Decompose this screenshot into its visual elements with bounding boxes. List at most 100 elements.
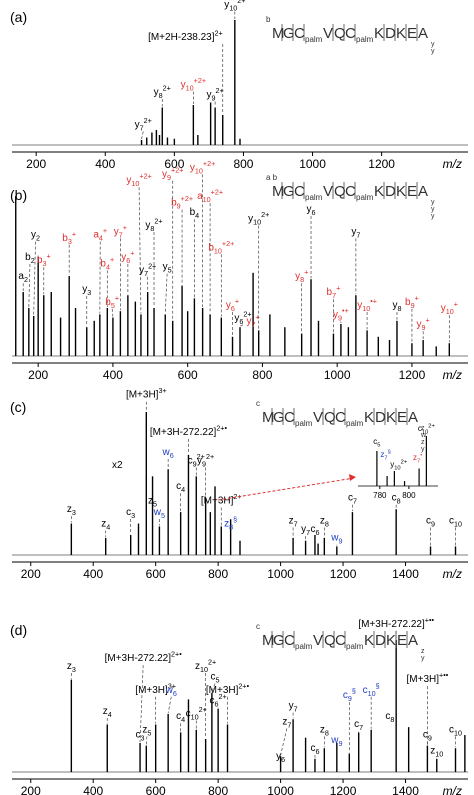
peak-label-text: z [67,504,72,515]
inset-arrow [218,477,355,501]
inset-label-sub: 7 [417,458,420,464]
peak-label-sub: 5 [111,301,115,310]
peak-label-sub: 8 [300,275,304,284]
peak-label-sup: + [46,252,50,261]
peak-label: b4 [190,207,200,220]
sequence-letter: D [385,183,396,200]
sequence-letter: K [396,183,406,200]
peak-label-sup: 2+ [206,452,214,461]
x-axis-title: m/z [443,784,462,795]
peak-label-sub: 7 [294,520,298,529]
peak-label-text: c [126,507,131,518]
inset-label-sub: 5 [377,442,380,448]
peak-label-sub: 10 [131,179,139,188]
peak-label-text: w [162,447,171,458]
peak-label-sub: 7 [332,291,336,300]
peak-label-sub: 2 [24,275,28,284]
peak-label-sub: 6 [126,256,130,265]
peak-label-sub: 8 [397,497,401,506]
inset-label: c5 [373,437,380,448]
leader-line [145,736,148,745]
sequence-letter: V [313,632,323,649]
peak-label-sub: 9 [338,537,342,546]
peak-label-text: c [423,730,428,741]
peak-label-text: y [289,701,294,712]
peak-label: y8+ [295,268,308,285]
peak-label: c9 [426,516,435,529]
peak-label-sub: 6 [281,755,285,764]
peak-label-sup: + [130,249,134,258]
peak-label: y6 [276,751,285,764]
peak-label: [M+3H]3+ [126,386,167,401]
peak-label-text: c [449,724,454,735]
peak-label-text: y [441,303,446,314]
peak-label-sup: +2+ [139,172,151,181]
peak-label-sub: 5 [161,511,165,520]
peak-label: c5 [211,672,220,685]
peak-label-text: y [190,162,195,173]
peak-label-text: z [320,724,325,735]
peak-label-sub: 7 [140,124,144,133]
peak-label-text: y [114,226,119,237]
x-tick-label: 800 [208,784,228,795]
peak-label-text: z [101,518,106,529]
peak-label: [M+3H-272.22]2+• [105,650,183,665]
peak-label-text: w [330,533,339,544]
peak-label-text: [M+3H] [135,685,168,696]
peak-label-text: [M+3H] [126,390,159,401]
peak-label-sub: 9 [348,694,352,703]
peak-label-sup: +2+ [194,76,206,85]
x-tick-label: 400 [83,784,103,795]
peak-label-sub: 10 [229,4,237,13]
peak-label-sub: 2 [31,256,35,265]
peak-label: b2 [25,252,35,265]
sequence-letter: C [345,25,356,42]
peak-label: y7 [289,701,298,714]
peak-label: y62+ [234,309,251,326]
peak-label: y7+ [246,313,259,330]
sequence-letter: K [374,183,384,200]
peak-label-text: c [136,730,141,741]
peak-label-sub: 8 [325,520,329,529]
peak-label-sub: 10 [435,750,443,759]
ion-series-suffix: y [421,446,425,453]
x-tick-label: 1000 [324,368,351,382]
peak-label-sub: 10 [195,166,203,175]
peak-label-sup: +2+ [181,194,193,203]
peak-label-sup: +•• [425,615,435,624]
peak-label-sub: 8 [390,715,394,724]
peak-label-sub: 4 [181,715,185,724]
peak-label-text: c [176,711,181,722]
sequence-letter: palm [346,642,364,651]
peak-label-text: y [248,214,253,225]
peak-label-sub: 7 [356,230,360,239]
peak-label: w9 [330,735,342,748]
x-axis-title: m/z [443,368,462,382]
peak-label: a10+2+ [197,188,223,205]
inset-arrowhead [349,474,356,481]
peak-label-sub: 4 [99,234,103,243]
peak-label-text: z [195,661,200,672]
peak-label-text: a [93,230,99,241]
peak-label-sup: •+ [342,306,349,315]
leader-line [33,241,36,316]
panel-1: 200 400 600 800 1000 1200 m/za2b2y2b3+b3+y3a4+… [12,159,468,382]
peak-label-sup: +2+ [171,165,183,174]
x-axis-title: m/z [443,157,462,171]
peak-label: y92+ [197,452,214,469]
peak-label: y7 [301,524,310,537]
sequence-letter: V [323,25,333,42]
x-tick-label: 200 [21,784,41,795]
peak-label-sub: 10 [191,713,199,722]
peak-label-sub: 3 [68,237,72,246]
sequence-letter: Q [324,632,336,649]
panel-3: 200 400 600 800 1000 1200 1400 m/zz3z4c3z5[M+3H… [12,615,468,795]
peak-label-sup: 2+ [237,0,245,5]
ion-series-prefix: c [256,622,260,631]
peak-label: [M+3H]2+• [206,681,250,696]
peak-label-text: y [162,169,167,180]
sequence-letter: A [408,409,418,426]
peak-label-sup: •+ [370,297,377,306]
peak-label: b4+ [100,255,114,272]
